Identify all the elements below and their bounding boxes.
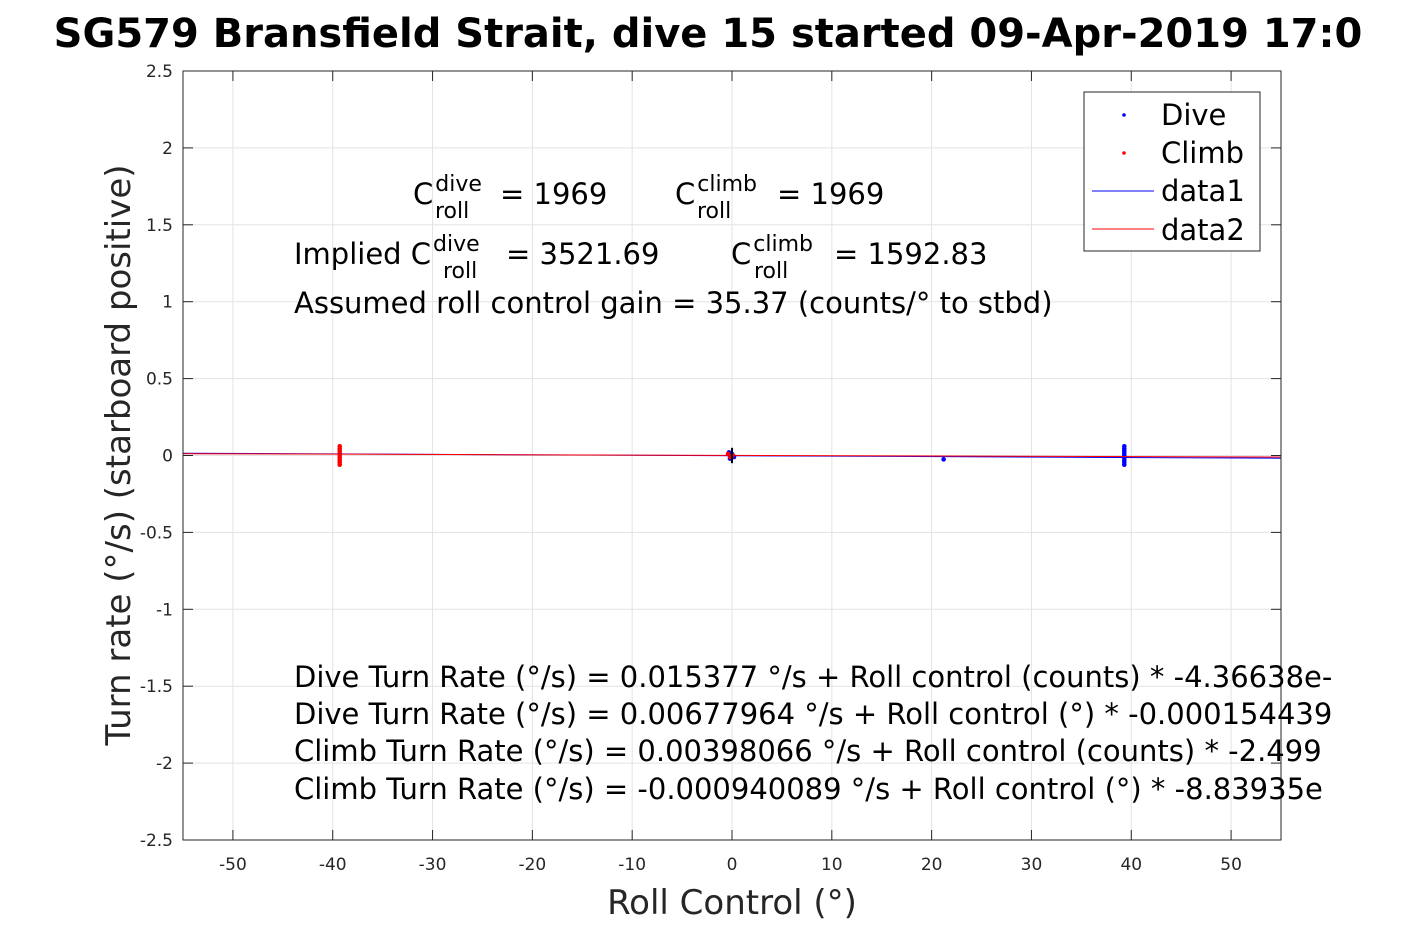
x-tick-label: 0 <box>727 855 738 875</box>
legend-label-data1: data1 <box>1161 174 1245 208</box>
implied-c-roll-dive-annotation: Implied Cdive roll= 3521.69 <box>294 232 659 284</box>
y-tick-label: 1 <box>162 293 173 313</box>
x-tick-label: -10 <box>618 855 646 875</box>
y-tick-label: 0.5 <box>146 370 173 390</box>
legend-marker-climb <box>1122 151 1126 155</box>
x-tick-label: 40 <box>1120 855 1142 875</box>
series-layer <box>183 443 1281 468</box>
y-axis-label: Turn rate (°/s) (starboard positive) <box>99 164 139 746</box>
data-point-climb <box>337 462 343 468</box>
legend-marker-dive <box>1122 113 1126 117</box>
x-tick-label: 10 <box>821 855 843 875</box>
legend-box <box>1083 91 1261 252</box>
y-tick-label: 1.5 <box>146 216 173 236</box>
legend: Dive Climb data1 data2 <box>1083 91 1261 252</box>
roll-gain-annotation: Assumed roll control gain = 35.37 (count… <box>294 286 1053 320</box>
fit-line-dive-degrees: Dive Turn Rate (°/s) = 0.00677964 °/s + … <box>294 697 1332 731</box>
c-roll-dive-annotation: Cdive roll= 1969 <box>413 172 607 224</box>
legend-label-dive: Dive <box>1161 98 1226 132</box>
x-axis-label: Roll Control (°) <box>607 883 857 923</box>
y-tick-label: -1.5 <box>140 677 173 697</box>
y-tick-label: -0.5 <box>140 523 173 543</box>
y-tick-label: -1 <box>156 600 173 620</box>
c-roll-climb-annotation: Cclimb roll= 1969 <box>675 172 884 224</box>
legend-label-data2: data2 <box>1161 213 1245 247</box>
x-tick-label: 20 <box>921 855 943 875</box>
y-tick-label: 0 <box>162 447 173 467</box>
fit-line-climb-degrees: Climb Turn Rate (°/s) = -0.000940089 °/s… <box>294 772 1323 806</box>
y-tick-label: -2 <box>156 754 173 774</box>
x-tick-label: -40 <box>319 855 347 875</box>
fit-line-climb-counts: Climb Turn Rate (°/s) = 0.00398066 °/s +… <box>294 734 1322 768</box>
implied-c-roll-climb-annotation: Cclimb roll= 1592.83 <box>731 232 987 284</box>
fit-line-dive-counts: Dive Turn Rate (°/s) = 0.015377 °/s + Ro… <box>294 660 1332 694</box>
data-point-dive <box>1121 462 1127 468</box>
chart-title: SG579 Bransfield Strait, dive 15 started… <box>54 11 1363 57</box>
data-point-dive <box>941 457 946 462</box>
legend-label-climb: Climb <box>1161 136 1244 170</box>
x-tick-label: 30 <box>1021 855 1043 875</box>
axis-ticks: -50 -40 -30 -20 -10 0 10 20 30 40 50-2.5-2-1.5-1-0… <box>140 62 1281 875</box>
y-tick-label: 2.5 <box>146 62 173 82</box>
x-tick-label: -50 <box>219 855 247 875</box>
x-tick-label: -30 <box>419 855 447 875</box>
x-tick-label: 50 <box>1220 855 1242 875</box>
y-tick-label: -2.5 <box>140 831 173 851</box>
y-tick-label: 2 <box>162 139 173 159</box>
x-tick-label: -20 <box>518 855 546 875</box>
